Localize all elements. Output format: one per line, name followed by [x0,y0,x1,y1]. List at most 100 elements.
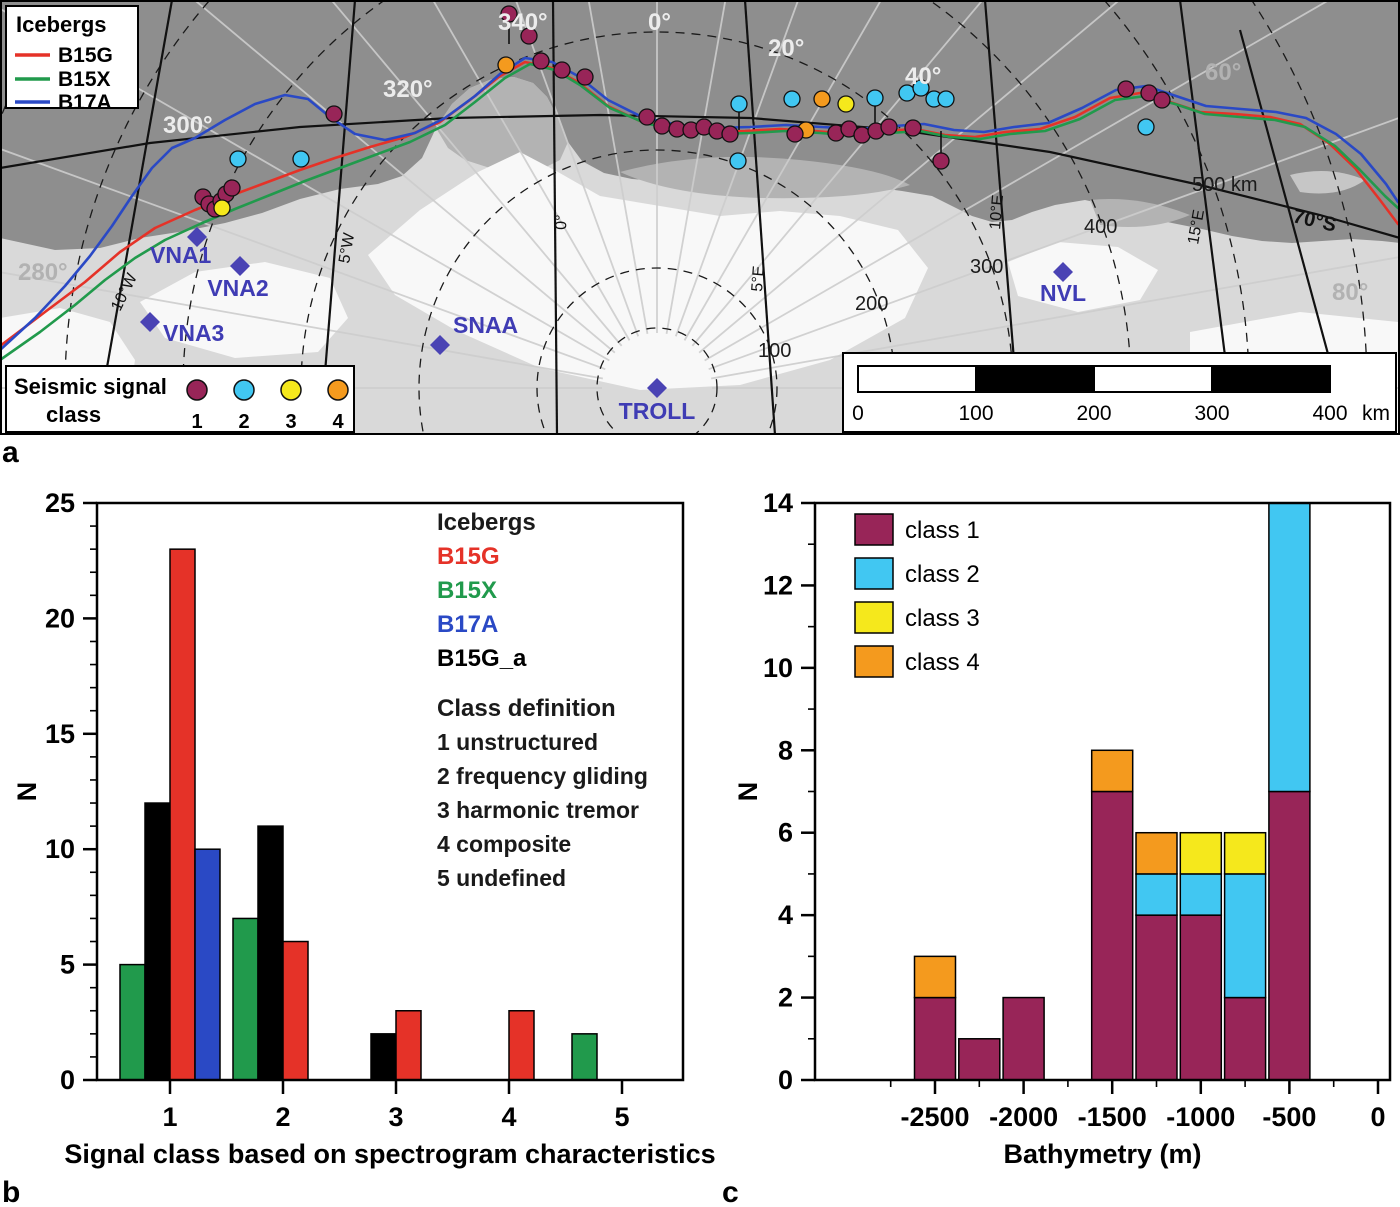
y-tick-label: 2 [778,983,793,1013]
stacked-bar-class4-at--1250 [1135,831,1178,875]
signal-class-3-marker [837,95,855,113]
signal-class-1-marker [500,5,518,23]
panel-label-a: a [2,436,19,469]
bar-B15X-class-2 [232,917,259,1081]
station-diamond-snaa [430,335,450,355]
azimuth-label: 280° [18,259,68,286]
legend-item-b15g-a: B15G_a [437,645,527,672]
class3-swatch [854,601,894,634]
class2-label: class 2 [905,561,980,588]
station-label-vna3: VNA3 [163,320,224,346]
class-definition-4: 4 composite [437,831,571,857]
scalebar-tick: 100 [958,402,993,425]
panel-label-b: b [2,1176,21,1207]
class3-swatch [280,379,302,401]
x-tick-label: -1500 [1078,1102,1147,1132]
legend-item-b15x: B15X [437,577,497,604]
distance-label: 500 km [1192,174,1258,196]
signal-class-1-marker [520,27,538,45]
stacked-bar-class1-at--2500 [913,996,957,1081]
seismic-signal-markers [194,5,1171,218]
scalebar-tick: 0 [852,402,864,425]
signal-class-4-marker [497,56,515,74]
meridian-line [93,0,174,435]
azimuth-label: 300° [163,112,213,139]
azimuth-line [330,0,623,347]
bar-B15G_a-class-3 [370,1033,397,1081]
bathymetry-chart: 0 2 4 6 8 10 12 14 -2500 -2000 -1500 -1000 -500 0 Bath… [733,488,1392,1169]
signal-class-1-marker [223,179,241,197]
azimuth-line [431,0,631,341]
legend-entry-label: B15X [58,68,111,91]
legend-item-b15g: B15G [437,543,500,570]
class1-swatch [186,379,208,401]
signal-class-2-marker [229,150,247,168]
legend-title: Icebergs [16,12,107,37]
meridian-line [551,0,559,435]
x-tick-label: 1 [162,1102,177,1132]
legend-entry-label: B17A [58,91,112,114]
signal-class-2-marker [1137,118,1155,136]
station-diamond-vna3 [140,312,160,332]
azimuth-line [708,116,1400,371]
x-tick-label: 4 [501,1102,516,1132]
azimuth-line [674,0,800,337]
y-axis-title: N [12,782,42,802]
class-definition-2: 2 frequency gliding [437,763,648,789]
y-axis-title: N [733,782,763,802]
bar-B15G-class-2 [282,940,309,1081]
panel-label-c: c [722,1176,739,1207]
signal-class-chart-legend: Icebergs B15G B15X B17A B15G_a Class def… [437,509,648,891]
signal-class-2-marker [729,152,747,170]
seismic-stations: VNA1 VNA2 VNA3 SNAA TROLL NVL [140,227,1086,424]
azimuth-label: 80° [1332,279,1368,306]
legend-title-line1: Seismic signal [14,374,167,399]
azimuth-line [683,0,883,341]
stacked-bar-class1-at--1500 [1090,790,1134,1081]
scalebar-tick: 200 [1076,402,1111,425]
legend-item-b17a: B17A [437,611,498,638]
y-tick-label: 20 [45,603,75,633]
azimuth-line [587,0,649,334]
bar-B15X-class-1 [119,963,146,1081]
meridian-label: 5°E [749,265,768,292]
signal-class-2-marker [730,95,748,113]
signal-class-chart: 0 5 10 15 20 25 1 2 3 4 5 Signal class based on spe… [12,488,716,1169]
x-tick-label: -2000 [989,1102,1058,1132]
parallel-70s [0,113,1400,240]
y-tick-label: 10 [45,834,75,864]
stacked-bar-class4-at--2500 [913,955,957,999]
legend-box [5,5,139,109]
signal-class-1-marker [653,117,671,135]
legend-entry-label: B15G [58,44,113,67]
class2-number: 2 [238,411,249,433]
y-tick-label: 14 [763,488,793,518]
class4-number: 4 [332,411,344,433]
class3-number: 3 [285,411,296,433]
x-axis-title: Signal class based on spectrogram charac… [64,1139,715,1169]
distance-label: 300 [970,256,1003,278]
scalebar-unit: km [1362,402,1390,425]
y-tick-label: 5 [60,950,75,980]
station-diamond-vna1 [187,227,207,247]
ice-shelf [140,262,348,358]
azimuth-line [698,0,1121,354]
scalebar-segment [975,365,1095,393]
meridian-line [743,0,777,435]
y-tick-label: 8 [778,735,793,765]
y-tick-label: 0 [60,1065,75,1095]
class-definition-3: 3 harmonic tremor [437,797,639,823]
azimuth-label: 0° [648,9,671,36]
x-tick-label: -2500 [900,1102,969,1132]
signal-class-1-marker [786,125,804,143]
y-tick-label: 10 [763,653,793,683]
distance-ring [536,267,778,435]
scalebar-segment [1093,365,1213,393]
azimuth-label: 20° [768,35,804,62]
signal-class-2-marker [866,89,884,107]
x-tick-label: 5 [614,1102,629,1132]
bar-B15X-class-5 [571,1033,598,1081]
